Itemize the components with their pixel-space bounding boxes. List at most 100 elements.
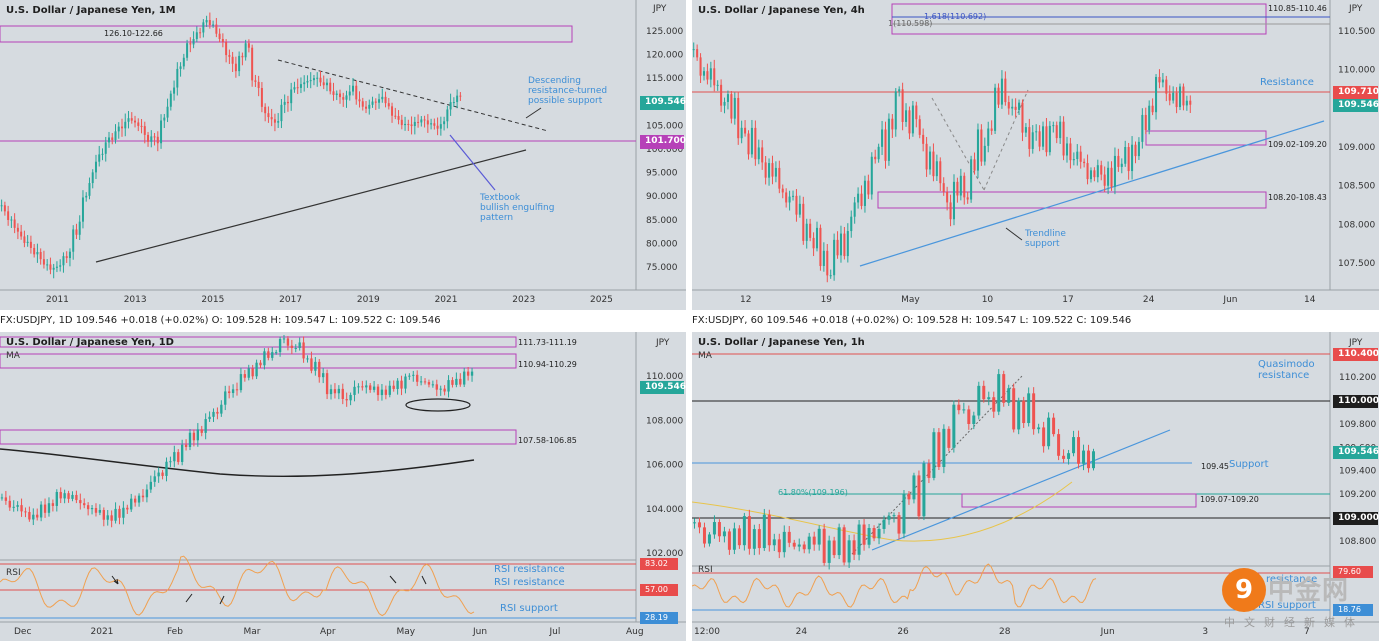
candle-body xyxy=(205,20,208,23)
candle-body xyxy=(1141,114,1144,142)
candle-body xyxy=(12,506,15,508)
candle-body xyxy=(887,118,890,161)
candle-body xyxy=(329,389,333,395)
tick-label: 2015 xyxy=(201,295,224,305)
candle-body xyxy=(212,411,215,417)
candle-body xyxy=(157,472,160,477)
candle-body xyxy=(778,167,781,189)
candle-body xyxy=(832,540,836,556)
panel-hourly: 110.200110.000109.800109.600109.400109.2… xyxy=(692,332,1379,641)
candle-body xyxy=(1151,105,1154,113)
tag-red xyxy=(1333,86,1378,99)
candle-body xyxy=(762,514,766,549)
fib-1-label: 1(110.598) xyxy=(888,19,933,28)
candle-body xyxy=(1076,151,1079,160)
candle-body xyxy=(1042,126,1045,147)
chart-title: U.S. Dollar / Japanese Yen, 1M xyxy=(6,5,176,16)
candle-body xyxy=(416,374,419,382)
candle-body xyxy=(306,81,309,83)
candle-body xyxy=(1007,102,1010,109)
chart-monthly: 125.000120.000115.000110.000105.000100.0… xyxy=(0,0,686,305)
candle-body xyxy=(716,84,719,86)
candle-body xyxy=(134,120,137,123)
candle-body xyxy=(365,106,368,109)
candle-body xyxy=(809,223,812,238)
price-tag xyxy=(640,96,684,110)
ma-label: MA xyxy=(698,351,712,361)
candle-body xyxy=(410,124,413,127)
candle-body xyxy=(456,95,459,103)
tag-price: 109.546 xyxy=(1338,447,1379,457)
candle-body xyxy=(1131,144,1134,172)
candle-body xyxy=(296,87,299,89)
candle-body xyxy=(286,338,290,346)
candle-body xyxy=(417,121,420,123)
tick-label: 108.500 xyxy=(1338,182,1375,192)
candle-body xyxy=(892,515,896,517)
candle-body xyxy=(318,361,321,378)
tick-label: 2019 xyxy=(357,295,380,305)
candles-hourly xyxy=(692,369,1096,570)
candle-body xyxy=(91,172,94,184)
tick-label: 100.000 xyxy=(646,145,683,155)
candle-body xyxy=(169,461,172,463)
tick-label: 108.800 xyxy=(1339,537,1376,547)
candle-body xyxy=(1092,451,1096,469)
candle-body xyxy=(443,388,446,392)
candle-body xyxy=(927,463,931,478)
candle-body xyxy=(160,120,163,144)
candle-body xyxy=(13,219,16,228)
candle-body xyxy=(781,188,784,193)
candle-body xyxy=(970,159,973,200)
candle-body xyxy=(959,175,962,196)
candle-body xyxy=(355,85,358,100)
candle-body xyxy=(280,104,283,122)
tick-label: 110.500 xyxy=(1338,27,1375,37)
candle-body xyxy=(81,197,84,222)
candle-body xyxy=(283,101,286,105)
candle-body xyxy=(126,507,129,510)
candle-body xyxy=(33,247,36,255)
candle-body xyxy=(407,123,410,125)
rsi-label: RSI xyxy=(6,568,21,578)
candle-body xyxy=(997,87,1000,105)
tick-label: Aug xyxy=(626,627,644,637)
candle-body xyxy=(345,398,348,401)
candle-body xyxy=(212,24,215,26)
candle-body xyxy=(78,221,81,235)
candle-body xyxy=(63,493,66,499)
candle-body xyxy=(1022,400,1026,424)
candle-body xyxy=(707,534,711,544)
candle-body xyxy=(1062,121,1065,156)
candle-body xyxy=(812,536,816,545)
candle-body xyxy=(290,345,294,349)
candle-body xyxy=(228,55,231,57)
candle-body xyxy=(905,110,908,122)
candle-body xyxy=(897,515,901,534)
candle-body xyxy=(51,503,55,506)
candle-body xyxy=(1110,167,1113,187)
candle-body xyxy=(747,133,750,155)
candle-body xyxy=(966,197,969,200)
candle-body xyxy=(976,129,979,171)
candle-body xyxy=(807,536,811,550)
candle-body xyxy=(337,388,341,394)
candle-body xyxy=(3,205,6,212)
candle-body xyxy=(396,380,399,389)
candle-body xyxy=(238,55,241,72)
candle-body xyxy=(872,527,876,539)
fib-label: 61.80%(109.196) xyxy=(778,488,848,497)
candle-body xyxy=(1168,93,1171,101)
candle-body xyxy=(1124,146,1127,164)
candle-body xyxy=(1144,114,1147,131)
candle-body xyxy=(1155,76,1158,113)
candle-body xyxy=(850,216,853,232)
candle-body xyxy=(68,251,71,259)
candle-body xyxy=(192,432,196,441)
candle-body xyxy=(182,57,185,67)
candle-body xyxy=(224,391,227,405)
candle-body xyxy=(1031,132,1034,149)
quasimodo-label: Quasimodo resistance xyxy=(1258,359,1315,381)
candle-body xyxy=(802,203,805,241)
tag-quasimodo: 110.400 xyxy=(1338,349,1379,359)
